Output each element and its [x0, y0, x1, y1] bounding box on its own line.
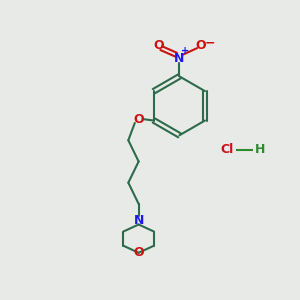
Text: O: O — [195, 39, 206, 52]
Text: Cl: Cl — [221, 143, 234, 157]
Text: N: N — [134, 214, 144, 226]
Text: O: O — [133, 246, 144, 259]
Text: H: H — [254, 143, 265, 157]
Text: O: O — [133, 112, 144, 126]
Text: +: + — [181, 46, 189, 56]
Text: N: N — [174, 52, 184, 64]
Text: O: O — [153, 39, 164, 52]
Text: −: − — [204, 37, 215, 50]
